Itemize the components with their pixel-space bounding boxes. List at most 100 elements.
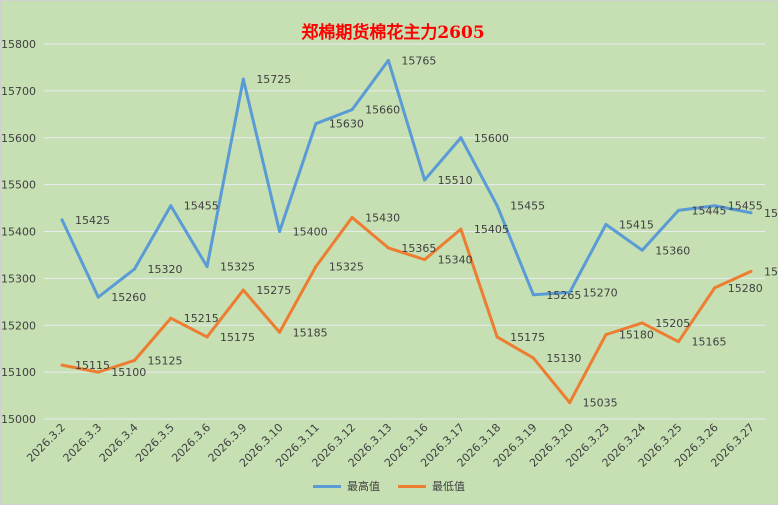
- data-point: [241, 288, 245, 292]
- data-label: 15430: [365, 211, 400, 224]
- data-label: 15400: [293, 226, 328, 239]
- data-label: 15215: [184, 312, 219, 325]
- data-point: [133, 267, 137, 271]
- data-label: 15455: [510, 200, 545, 213]
- data-label: 15325: [329, 261, 364, 274]
- legend-item-high: 最高值: [313, 478, 380, 494]
- data-label: 15765: [401, 54, 436, 67]
- y-tick-label: 15700: [1, 85, 36, 98]
- data-label: 15275: [256, 284, 291, 297]
- data-label: 15660: [365, 104, 400, 117]
- data-label: 15405: [474, 223, 509, 236]
- data-point: [495, 335, 499, 339]
- data-point: [713, 286, 717, 290]
- data-label: 15175: [510, 331, 545, 344]
- data-label: 15270: [583, 286, 618, 299]
- data-label: 15320: [148, 263, 183, 276]
- data-point: [96, 370, 100, 374]
- data-point: [676, 340, 680, 344]
- y-tick-label: 15600: [1, 132, 36, 145]
- data-point: [640, 321, 644, 325]
- data-label: 15100: [111, 366, 146, 379]
- data-point: [495, 204, 499, 208]
- data-label: 15115: [75, 359, 110, 372]
- legend-swatch-high: [313, 484, 341, 488]
- data-point: [386, 246, 390, 250]
- legend-label-high: 最高值: [347, 480, 380, 493]
- data-point: [278, 330, 282, 334]
- series-line-low: [61, 215, 752, 405]
- data-label: 15180: [619, 329, 654, 342]
- data-point: [60, 363, 64, 367]
- x-tick-label: 2026.3.3: [61, 421, 105, 465]
- data-point: [60, 218, 64, 222]
- data-label: 15035: [583, 397, 618, 410]
- data-label: 15165: [691, 336, 726, 349]
- data-label: 15425: [75, 214, 110, 227]
- data-label: 15360: [655, 244, 690, 257]
- y-tick-label: 15000: [1, 413, 36, 426]
- y-tick-label: 15100: [1, 366, 36, 379]
- data-point: [350, 215, 354, 219]
- data-label: 15455: [184, 200, 219, 213]
- data-point: [713, 204, 717, 208]
- data-label: 15445: [691, 204, 726, 217]
- data-point: [133, 358, 137, 362]
- data-label: 15630: [329, 118, 364, 131]
- data-label: 15725: [256, 73, 291, 86]
- data-label: 15510: [438, 174, 473, 187]
- data-point: [749, 211, 753, 215]
- data-point: [205, 265, 209, 269]
- data-point: [169, 204, 173, 208]
- data-label: 15325: [220, 261, 255, 274]
- data-point: [604, 222, 608, 226]
- data-point: [96, 295, 100, 299]
- y-tick-label: 15200: [1, 319, 36, 332]
- x-tick-label: 2026.3.4: [97, 421, 141, 465]
- data-point: [531, 293, 535, 297]
- y-tick-label: 15800: [1, 38, 36, 51]
- data-label: 15185: [293, 326, 328, 339]
- data-label: 15205: [655, 317, 690, 330]
- data-point: [278, 230, 282, 233]
- data-label: 15365: [401, 242, 436, 255]
- data-point: [205, 335, 209, 339]
- data-label: 15125: [148, 354, 183, 367]
- data-point: [459, 227, 463, 231]
- data-point: [386, 58, 390, 62]
- x-tick-label: 2026.3.6: [169, 421, 213, 465]
- data-point: [423, 258, 427, 262]
- data-point: [640, 248, 644, 252]
- data-point: [314, 122, 318, 126]
- y-tick-label: 15500: [1, 179, 36, 192]
- y-tick-label: 15400: [1, 226, 36, 239]
- data-point: [568, 401, 572, 405]
- legend-label-low: 最低值: [432, 480, 465, 493]
- data-point: [749, 269, 753, 273]
- data-point: [676, 208, 680, 212]
- data-label: 15130: [546, 352, 581, 365]
- data-point: [459, 136, 463, 140]
- data-point: [350, 108, 354, 112]
- data-label: 15600: [474, 132, 509, 145]
- data-label: 15455: [728, 200, 763, 213]
- data-point: [604, 333, 608, 337]
- data-point: [169, 316, 173, 320]
- data-label: 15175: [220, 331, 255, 344]
- data-point: [568, 290, 572, 294]
- data-label: 15260: [111, 291, 146, 304]
- series-line-high: [60, 58, 752, 299]
- legend-item-low: 最低值: [398, 478, 465, 494]
- data-point: [423, 178, 427, 182]
- y-tick-label: 15300: [1, 272, 36, 285]
- data-label: 15415: [619, 218, 654, 231]
- data-label: 15340: [438, 254, 473, 267]
- chart-title: 郑棉期货棉花主力2605: [301, 23, 485, 43]
- x-tick-label: 2026.3.2: [24, 421, 68, 465]
- data-label: 15280: [728, 282, 763, 295]
- data-label: 15315: [764, 265, 778, 278]
- x-tick-label: 2026.3.5: [133, 421, 177, 465]
- legend: 最高值 最低值: [0, 478, 778, 494]
